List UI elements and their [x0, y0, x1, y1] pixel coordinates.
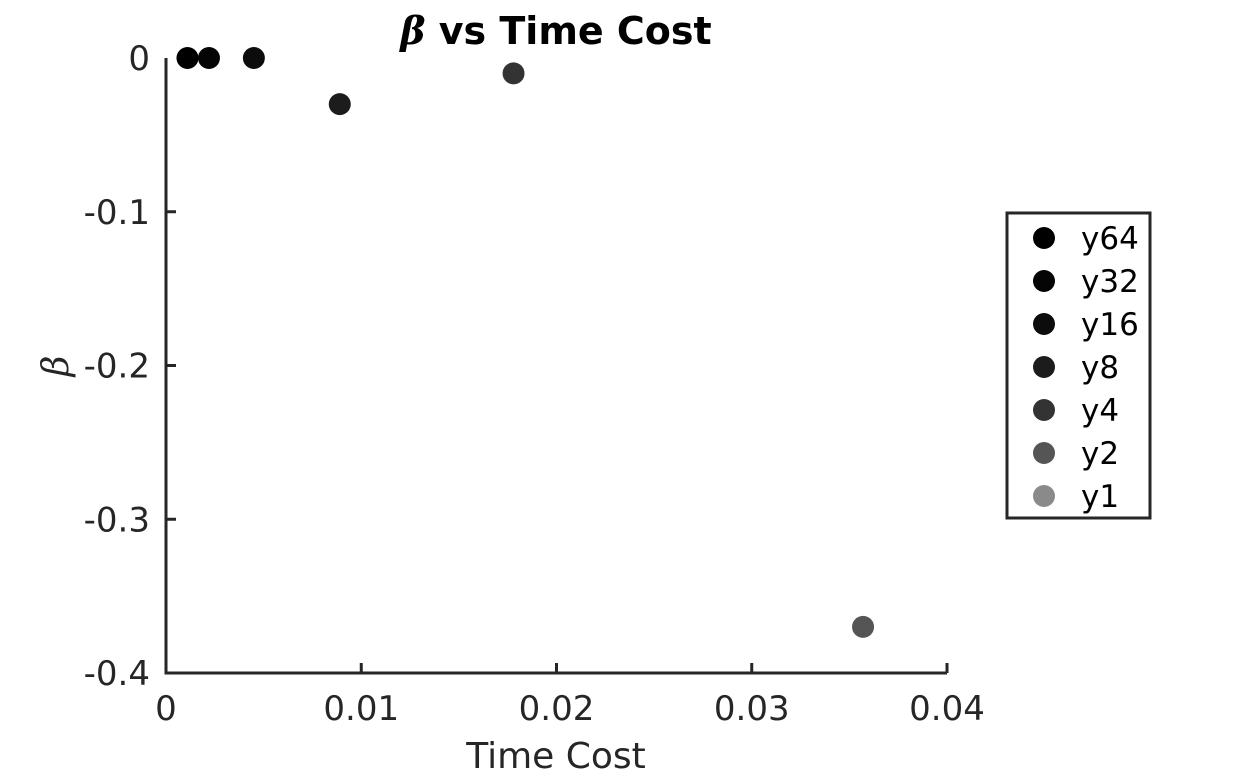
data-point-y8	[328, 93, 351, 116]
y-tick-label: -0.3	[84, 500, 150, 540]
data-point-y16	[242, 47, 265, 69]
x-axis-label: Time Cost	[465, 736, 646, 777]
legend-marker-y32	[1033, 270, 1055, 292]
legend-label-y1: y1	[1081, 479, 1119, 515]
legend-label-y8: y8	[1081, 350, 1119, 386]
legend-label-y32: y32	[1081, 264, 1139, 300]
y-tick-label: -0.2	[84, 347, 150, 387]
chart-title-text: vs Time Cost	[426, 9, 712, 53]
data-point-y2	[852, 615, 875, 638]
legend: y64 y32 y16 y8 y4 y2 y1	[1005, 211, 1152, 520]
x-tick-label: 0.01	[323, 689, 399, 729]
legend-marker-y2	[1033, 442, 1055, 464]
legend-label-y16: y16	[1081, 307, 1139, 343]
x-tick-label: 0.03	[714, 689, 790, 729]
legend-box	[1005, 211, 1152, 520]
data-point-y4	[502, 62, 525, 85]
x-tick-label: 0	[155, 689, 177, 729]
x-tick-label: 0.02	[519, 689, 595, 729]
data-points	[176, 47, 875, 638]
y-tick-label: 0	[128, 39, 150, 79]
legend-marker-y8	[1033, 356, 1055, 378]
legend-marker-y1	[1033, 485, 1055, 507]
legend-marker-y64	[1033, 227, 1055, 249]
axes	[164, 58, 947, 675]
y-ticks: 0 -0.1 -0.2 -0.3 -0.4	[84, 39, 176, 694]
legend-marker-y16	[1033, 313, 1055, 335]
x-ticks: 0 0.01 0.02 0.03 0.04	[155, 663, 985, 729]
y-tick-label: -0.1	[84, 193, 150, 233]
x-tick-label: 0.04	[909, 689, 985, 729]
chart-title-symbol: β	[398, 8, 425, 53]
legend-label-y4: y4	[1081, 393, 1119, 429]
legend-label-y64: y64	[1081, 221, 1139, 257]
data-point-y64	[176, 47, 199, 69]
y-axis-label: β	[36, 356, 77, 379]
legend-marker-y4	[1033, 399, 1055, 421]
data-point-y32	[197, 47, 220, 69]
legend-label-y2: y2	[1081, 436, 1119, 472]
chart-title: β vs Time Cost	[398, 8, 711, 53]
y-tick-label: -0.4	[84, 654, 150, 694]
